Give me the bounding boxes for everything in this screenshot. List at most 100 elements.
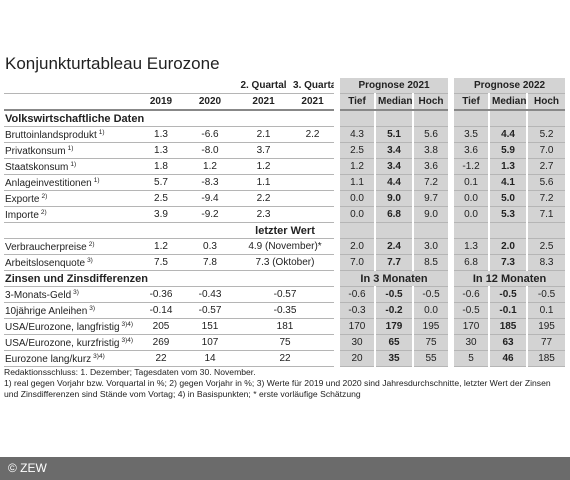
history-value: 2.2 [291,126,338,143]
column-header: Median [488,93,528,111]
footnote-marker: 1) [70,160,77,168]
history-value: 7.5 [138,254,184,271]
history-value: -9.2 [184,206,237,223]
horizon-header: In 12 Monaten [448,270,566,287]
empty-cell [526,222,566,239]
history-value: 7.8 [184,254,237,271]
forecast-value: 9.0 [412,206,452,223]
forecast-value: 185 [488,318,528,335]
data-row: Eurozone lang/kurz 3)4) 22 14 22 20 35 55 5 46 185 [4,350,566,367]
history-value: 0.3 [184,238,237,255]
forecast-value: 46 [488,350,528,367]
row-label: Privatkonsum 1) [4,142,138,159]
column-header: 2020 [184,93,237,111]
forecast-value: 20 [334,350,376,367]
history-value: -9.4 [184,190,237,207]
forecast-value: 7.0 [334,254,376,271]
history-value: -0.36 [138,286,184,303]
empty-cell [374,110,414,127]
forecast-value: -0.5 [374,286,414,303]
forecast-value: 65 [374,334,414,351]
history-value: 3.7 [236,142,292,159]
data-row: Importe 2) 3.9 -9.2 2.3 0.0 6.8 9.0 0.0 5.3 7.1 [4,206,566,223]
empty-cell [334,110,376,127]
footnote-marker: 2) [40,208,47,216]
forecast-value: -0.6 [334,286,376,303]
history-value: -0.43 [184,286,237,303]
history-value: 107 [184,334,237,351]
forecast-value: -0.6 [448,286,490,303]
history-value: -0.14 [138,302,184,319]
group-row: Zinsen und Zinsdifferenzen In 3 Monaten In… [4,270,566,287]
column-header: Tief [334,93,376,111]
label-text: Arbeitslosenquote [5,257,86,269]
row-label: Anlageinvestitionen 1) [4,174,138,191]
horizon-header: In 3 Monaten [334,270,452,287]
forecast-value: 8.3 [526,254,566,271]
forecast-value: 3.0 [412,238,452,255]
footnote-marker: 3) [73,288,79,296]
history-value: 2.5 [138,190,184,207]
forecast-value: 1.3 [448,238,490,255]
row-label: Arbeitslosenquote 3) [4,254,138,271]
history-value: 1.3 [138,142,184,159]
forecast-value: 0.0 [412,302,452,319]
data-row: Arbeitslosenquote 3) 7.5 7.8 7.3 (Oktober) 7.… [4,254,566,271]
history-value: 2.2 [236,190,292,207]
quarter-header: 3. Quartal [291,78,338,94]
footnote-marker: 1) [93,176,100,184]
forecast-value: -1.2 [448,158,490,175]
group-row: letzter Wert [4,222,566,239]
history-value: -8.3 [184,174,237,191]
label-text: Anlageinvestitionen [5,177,92,189]
forecast-value: 30 [334,334,376,351]
history-value: 2.1 [236,126,292,143]
empty-cell [291,190,338,207]
forecast-value: 35 [374,350,414,367]
group-row: Volkswirtschaftliche Daten [4,110,566,127]
empty-cell [412,110,452,127]
forecast-value: 1.1 [334,174,376,191]
label-text: Eurozone lang/kurz [5,353,92,365]
forecast-value: 4.3 [334,126,376,143]
data-row: Exporte 2) 2.5 -9.4 2.2 0.0 9.0 9.7 0.0 5.0 7.2 [4,190,566,207]
table-body: 2. Quartal 3. Quartal Prognose 2021 Prognos… [4,78,566,367]
quarter-header: 2. Quartal [236,78,292,94]
forecast-value: 3.6 [448,142,490,159]
forecast-table: 2. Quartal 3. Quartal Prognose 2021 Prognos… [4,78,566,367]
history-value: 1.2 [236,158,292,175]
footnote: 1) real gegen Vorjahr bzw. Vorquartal in… [4,378,551,399]
forecast-value: 179 [374,318,414,335]
footnote: Redaktionsschluss: 1. Dezember; Tagesdat… [4,367,256,377]
row-label: USA/Eurozone, kurzfristig 3)4) [4,334,138,351]
column-header: Hoch [412,93,452,111]
column-header: Median [374,93,414,111]
forecast-value: 1.2 [334,158,376,175]
empty-cell [4,93,138,111]
forecast-value: 8.5 [412,254,452,271]
label-text: Verbraucherpreise [5,241,87,253]
forecast-value: 5.6 [526,174,566,191]
forecast-value: 5.2 [526,126,566,143]
footnote-marker: 3)4) [121,320,134,328]
data-row: 3-Monats-Geld 3) -0.36 -0.43 -0.57 -0.6 -0.5 -0… [4,286,566,303]
forecast-value: 0.1 [448,174,490,191]
forecast-value: 55 [412,350,452,367]
forecast-value: 0.0 [334,206,376,223]
history-value: 1.2 [184,158,237,175]
forecast-value: 7.1 [526,206,566,223]
forecast-value: 5.3 [488,206,528,223]
row-label: Eurozone lang/kurz 3)4) [4,350,138,367]
footnote-marker: 3)4) [121,336,134,344]
forecast-value: 9.7 [412,190,452,207]
history-value: 3.9 [138,206,184,223]
forecast-value: 5.6 [412,126,452,143]
forecast-value: 6.8 [374,206,414,223]
group-title: Volkswirtschaftliche Daten [4,110,338,127]
footnote-marker: 1) [67,144,74,152]
forecast-value: 6.8 [448,254,490,271]
history-value: 181 [236,318,338,335]
label-text: USA/Eurozone, langfristig [5,321,120,333]
history-value: -8.0 [184,142,237,159]
